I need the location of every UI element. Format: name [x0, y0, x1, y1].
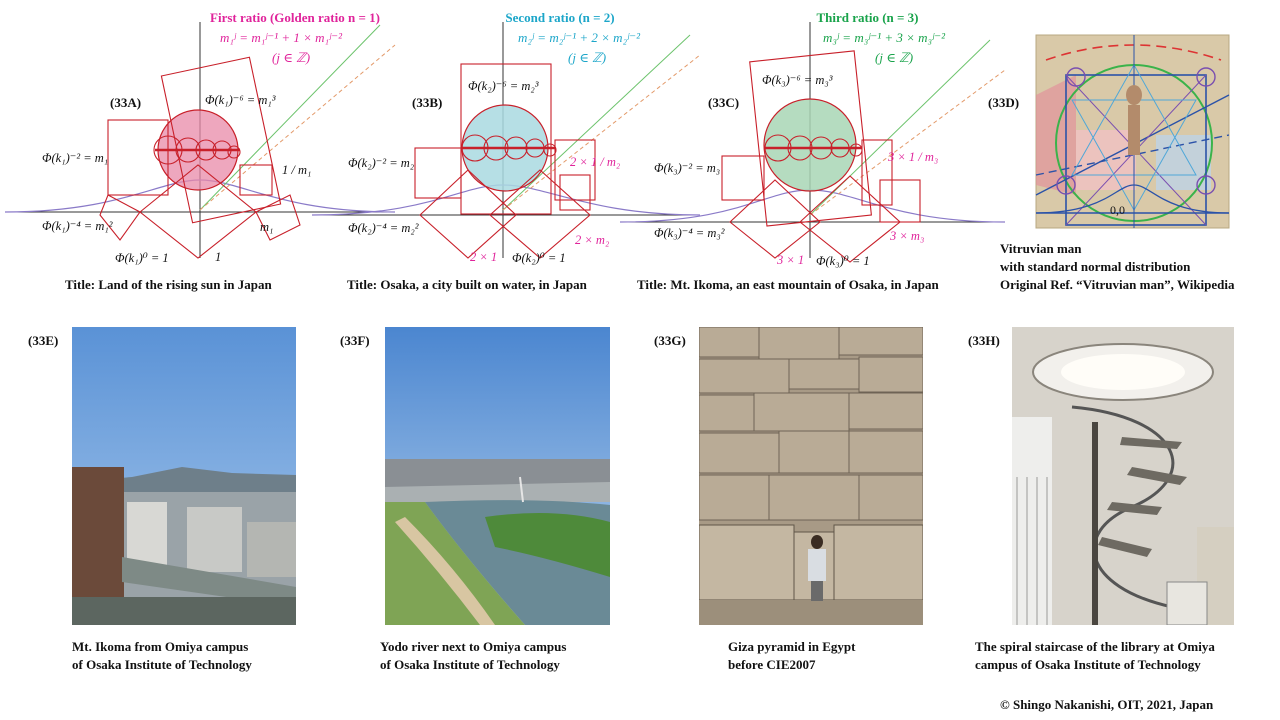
panel-a-label-top: Φ(k₁)⁻⁶ = m₁³: [205, 93, 276, 107]
panel-c-label-bottom-left: Φ(k₃)⁻⁴ = m₃²: [654, 226, 725, 240]
panel-c-label-top: Φ(k₃)⁻⁶ = m₃³: [762, 73, 833, 87]
panel-a-label-left: Φ(k₁)⁻² = m₁: [42, 151, 109, 165]
photo-g-caption-2: before CIE2007: [728, 657, 816, 672]
panel-b-title: Title: Osaka, a city built on water, in …: [347, 277, 587, 292]
photo-g-caption-1: Giza pyramid in Egypt: [728, 639, 856, 654]
panel-f-label: (33F): [340, 333, 370, 348]
photo-h-caption-2: campus of Osaka Institute of Technology: [975, 657, 1201, 672]
panel-d-caption-2: with standard normal distribution: [1000, 259, 1191, 274]
panel-h-label: (33H): [968, 333, 1000, 348]
panel-d-caption-1: Vitruvian man: [1000, 241, 1082, 256]
panel-a-label-one: 1: [215, 250, 222, 264]
photo-giza-pyramid: [699, 327, 923, 625]
panel-c-title: Title: Mt. Ikoma, an east mountain of Os…: [637, 277, 939, 292]
panel-e-label: (33E): [28, 333, 59, 348]
copyright: © Shingo Nakanishi, OIT, 2021, Japan: [1000, 697, 1214, 712]
panel-a-label: (33A): [110, 95, 142, 110]
panel-c-label-left: Φ(k₃)⁻² = m₃: [654, 161, 721, 175]
panel-c-diagram: [619, 22, 1006, 263]
panel-a-title: Title: Land of the rising sun in Japan: [65, 277, 272, 292]
photo-mt-ikoma: [72, 327, 296, 625]
panel-a-label-right: 1 / m₁: [282, 163, 312, 177]
panel-b-label-top: Φ(k₂)⁻⁶ = m₂³: [468, 79, 539, 93]
photo-h-caption-1: The spiral staircase of the library at O…: [975, 639, 1215, 654]
panel-b-label: (33B): [412, 95, 443, 110]
panel-b-label-bottom-right: 2 × m₂: [575, 233, 610, 247]
panel-b-label-right: 2 × 1 / m₂: [570, 155, 621, 169]
panel-a-label-base: Φ(k₁)⁰ = 1: [115, 251, 169, 265]
vitruvian-diagram: [1035, 34, 1230, 229]
photo-e-caption-1: Mt. Ikoma from Omiya campus: [72, 639, 249, 654]
panel-g-label: (33G): [654, 333, 686, 348]
panel-a-domain: (j ∈ ℤ): [272, 50, 311, 65]
panel-a-formula: m₁ʲ = m₁ʲ⁻¹ + 1 × m₁ʲ⁻²: [220, 30, 342, 45]
panel-b-header: Second ratio (n = 2): [505, 10, 615, 25]
panel-b-label-base: Φ(k₂)⁰ = 1: [512, 251, 566, 265]
photo-f-caption-2: of Osaka Institute of Technology: [380, 657, 560, 672]
vitruvian-origin: 0,0: [1110, 203, 1125, 217]
panel-b-label-bottom-left: Φ(k₂)⁻⁴ = m₂²: [348, 221, 419, 235]
photo-f-caption-1: Yodo river next to Omiya campus: [380, 639, 567, 654]
panel-c-label: (33C): [708, 95, 740, 110]
panel-b-domain: (j ∈ ℤ): [568, 50, 607, 65]
photo-yodo-river: [385, 327, 610, 625]
panel-c-label-bottom-right: 3 × m₃: [890, 229, 925, 243]
panel-c-formula: m₃ʲ = m₃ʲ⁻¹ + 3 × m₃ʲ⁻²: [823, 30, 945, 45]
panel-b-diagram: [311, 22, 701, 259]
panel-b-formula: m₂ʲ = m₂ʲ⁻¹ + 2 × m₂ʲ⁻²: [518, 30, 640, 45]
panel-c-label-one: 3 × 1: [777, 253, 805, 267]
panel-c-domain: (j ∈ ℤ): [875, 50, 914, 65]
panel-d-caption-3: Original Ref. “Vitruvian man”, Wikipedia: [1000, 277, 1235, 292]
panel-c-header: Third ratio (n = 3): [816, 10, 919, 25]
panel-d-label: (33D): [988, 95, 1020, 110]
panel-c-label-right: 3 × 1 / m₃: [888, 150, 939, 164]
photo-spiral-staircase: [1012, 327, 1234, 625]
panel-a-diagram: [4, 22, 396, 259]
panel-c-label-base: Φ(k₃)⁰ = 1: [816, 254, 870, 268]
panel-a-header: First ratio (Golden ratio n = 1): [210, 10, 380, 25]
panel-b-label-one: 2 × 1: [470, 250, 498, 264]
panel-b-label-left: Φ(k₂)⁻² = m₂: [348, 156, 415, 170]
panel-a-label-bottom-right: m₁: [260, 220, 274, 234]
photo-e-caption-2: of Osaka Institute of Technology: [72, 657, 252, 672]
panel-a-label-bottom-left: Φ(k₁)⁻⁴ = m₁²: [42, 219, 113, 233]
